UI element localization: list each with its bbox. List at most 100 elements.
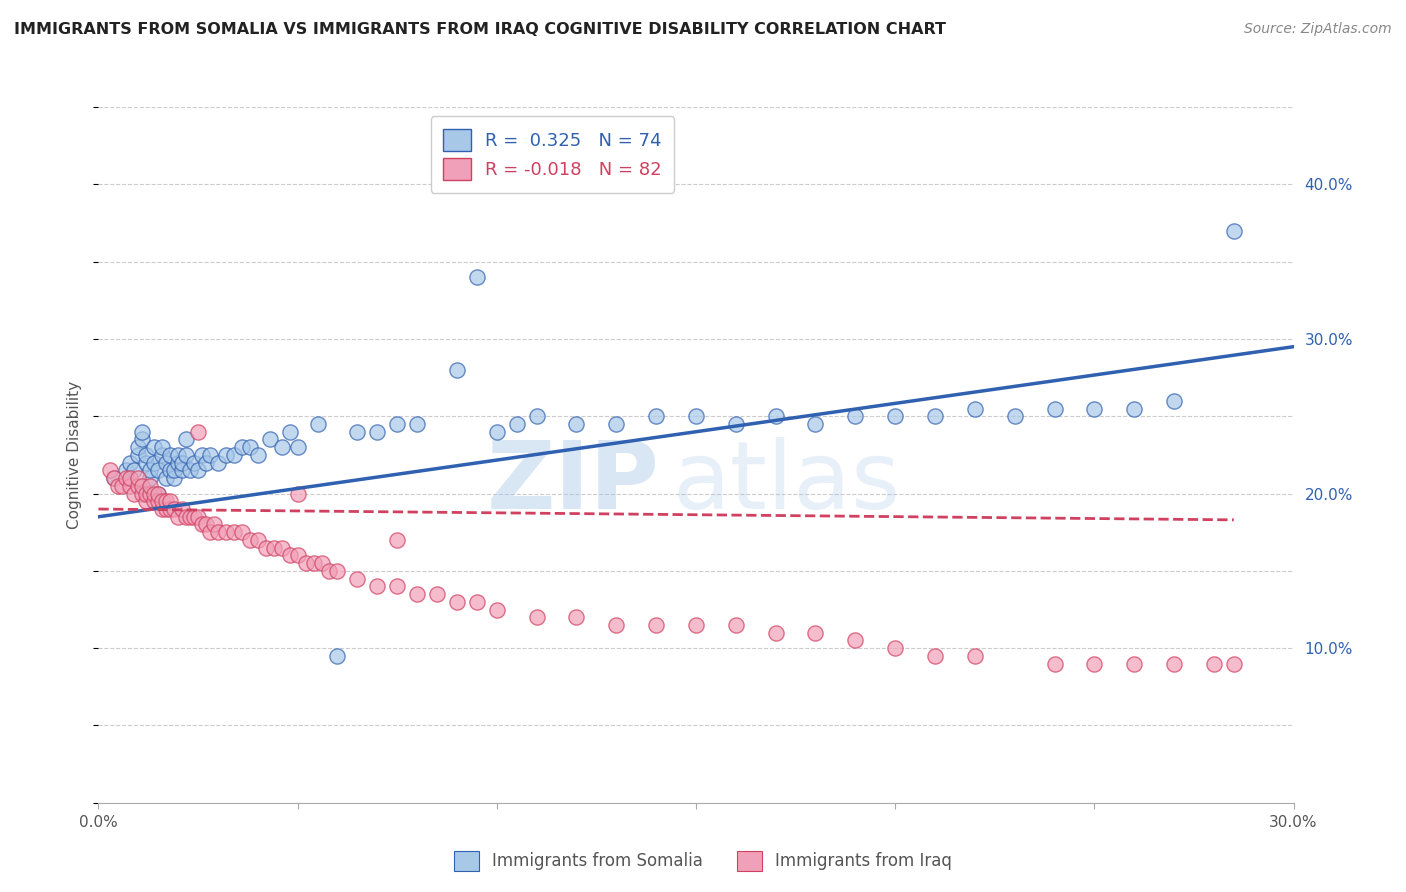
Point xyxy=(115,471,138,485)
Point xyxy=(187,463,209,477)
Point xyxy=(143,494,166,508)
Point xyxy=(270,440,292,454)
Legend: R =  0.325   N = 74, R = -0.018   N = 82: R = 0.325 N = 74, R = -0.018 N = 82 xyxy=(430,116,675,193)
Point xyxy=(263,541,285,555)
Point xyxy=(222,448,245,462)
Point xyxy=(231,440,253,454)
Point xyxy=(191,448,214,462)
Point xyxy=(884,641,907,656)
Point xyxy=(202,517,225,532)
Point xyxy=(120,471,142,485)
Point xyxy=(139,479,162,493)
Point xyxy=(844,633,866,648)
Point xyxy=(131,425,153,439)
Point xyxy=(135,448,157,462)
Point xyxy=(115,463,138,477)
Point xyxy=(150,448,173,462)
Point xyxy=(446,595,468,609)
Point xyxy=(143,456,166,470)
Point xyxy=(195,456,218,470)
Point xyxy=(346,425,368,439)
Text: IMMIGRANTS FROM SOMALIA VS IMMIGRANTS FROM IRAQ COGNITIVE DISABILITY CORRELATION: IMMIGRANTS FROM SOMALIA VS IMMIGRANTS FR… xyxy=(14,22,946,37)
Point xyxy=(278,549,301,563)
Point xyxy=(406,587,429,601)
Point xyxy=(163,463,186,477)
Point xyxy=(103,471,125,485)
Point xyxy=(215,448,238,462)
Point xyxy=(172,502,194,516)
Legend: Immigrants from Somalia, Immigrants from Iraq: Immigrants from Somalia, Immigrants from… xyxy=(446,842,960,880)
Point xyxy=(259,433,281,447)
Point xyxy=(148,494,170,508)
Point xyxy=(198,448,221,462)
Point xyxy=(124,486,146,500)
Point xyxy=(385,417,409,431)
Point xyxy=(506,417,529,431)
Point xyxy=(294,556,316,570)
Point xyxy=(148,486,170,500)
Point xyxy=(804,625,827,640)
Point xyxy=(685,618,707,632)
Point xyxy=(139,486,162,500)
Point xyxy=(366,579,388,593)
Point xyxy=(446,363,468,377)
Point xyxy=(246,533,269,547)
Point xyxy=(724,618,747,632)
Point xyxy=(239,533,262,547)
Point xyxy=(385,579,409,593)
Point xyxy=(231,525,253,540)
Point xyxy=(485,602,508,616)
Point xyxy=(131,479,153,493)
Point xyxy=(565,417,588,431)
Point xyxy=(174,433,197,447)
Point xyxy=(254,541,277,555)
Point xyxy=(1083,657,1105,671)
Point xyxy=(183,456,205,470)
Point xyxy=(103,471,125,485)
Point xyxy=(131,433,153,447)
Point xyxy=(1223,657,1246,671)
Point xyxy=(278,425,301,439)
Point xyxy=(172,456,194,470)
Point xyxy=(195,517,218,532)
Point xyxy=(804,417,827,431)
Point xyxy=(1163,393,1185,408)
Point xyxy=(163,502,186,516)
Point xyxy=(143,486,166,500)
Point xyxy=(111,479,134,493)
Point xyxy=(207,525,229,540)
Point xyxy=(526,409,548,424)
Point xyxy=(159,448,181,462)
Point xyxy=(167,456,190,470)
Point xyxy=(307,417,329,431)
Point xyxy=(645,618,668,632)
Point xyxy=(724,417,747,431)
Point xyxy=(963,401,986,416)
Point xyxy=(148,486,170,500)
Point xyxy=(1223,224,1246,238)
Point xyxy=(198,525,221,540)
Point xyxy=(167,509,190,524)
Point xyxy=(924,409,946,424)
Point xyxy=(191,517,214,532)
Point xyxy=(131,486,153,500)
Point xyxy=(174,509,197,524)
Point xyxy=(127,471,149,485)
Point xyxy=(765,409,787,424)
Point xyxy=(287,440,309,454)
Point xyxy=(1123,657,1146,671)
Point xyxy=(565,610,588,624)
Text: Source: ZipAtlas.com: Source: ZipAtlas.com xyxy=(1244,22,1392,37)
Point xyxy=(844,409,866,424)
Point xyxy=(1043,401,1066,416)
Point xyxy=(150,502,173,516)
Point xyxy=(148,463,170,477)
Point xyxy=(124,463,146,477)
Point xyxy=(179,463,201,477)
Point xyxy=(1043,657,1066,671)
Point xyxy=(187,425,209,439)
Y-axis label: Cognitive Disability: Cognitive Disability xyxy=(67,381,83,529)
Point xyxy=(366,425,388,439)
Point xyxy=(685,409,707,424)
Point xyxy=(120,456,142,470)
